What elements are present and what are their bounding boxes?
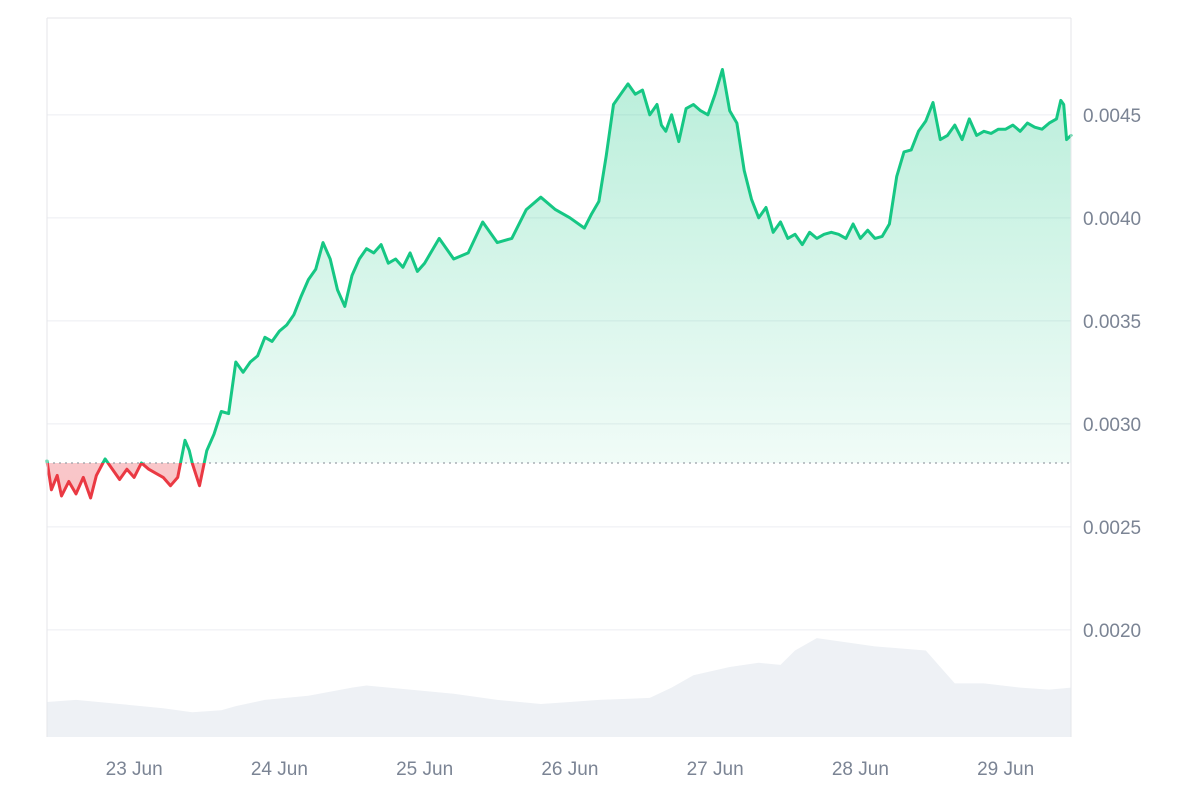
y-tick-label: 0.0030 bbox=[1083, 415, 1141, 436]
price-line-down bbox=[45, 462, 206, 500]
price-area-up bbox=[47, 69, 1071, 463]
plot-frame bbox=[46, 17, 1072, 737]
y-tick-label: 0.0025 bbox=[1083, 518, 1141, 539]
volume-shape bbox=[47, 638, 1071, 737]
x-tick-label: 25 Jun bbox=[396, 759, 453, 780]
price-line-up bbox=[45, 68, 1073, 463]
price-area bbox=[47, 69, 1071, 498]
x-tick-label: 24 Jun bbox=[251, 759, 308, 780]
x-tick-label: 23 Jun bbox=[106, 759, 163, 780]
x-tick-label: 27 Jun bbox=[687, 759, 744, 780]
x-tick-label: 28 Jun bbox=[832, 759, 889, 780]
y-tick-label: 0.0045 bbox=[1083, 106, 1141, 127]
x-tick-label: 26 Jun bbox=[541, 759, 598, 780]
y-tick-label: 0.0035 bbox=[1083, 312, 1141, 333]
x-axis-ticks: 23 Jun 24 Jun 25 Jun 26 Jun 27 Jun 28 Jun 29 J… bbox=[106, 759, 1035, 780]
volume-area bbox=[47, 638, 1071, 737]
x-tick-label: 29 Jun bbox=[977, 759, 1034, 780]
price-area-down bbox=[47, 462, 1071, 498]
y-axis-ticks: 0.0020 0.0025 0.0030 0.0035 0.0040 0.0045 bbox=[1083, 106, 1141, 642]
y-tick-label: 0.0040 bbox=[1083, 209, 1141, 230]
price-line bbox=[45, 68, 1073, 500]
y-tick-label: 0.0020 bbox=[1083, 621, 1141, 642]
